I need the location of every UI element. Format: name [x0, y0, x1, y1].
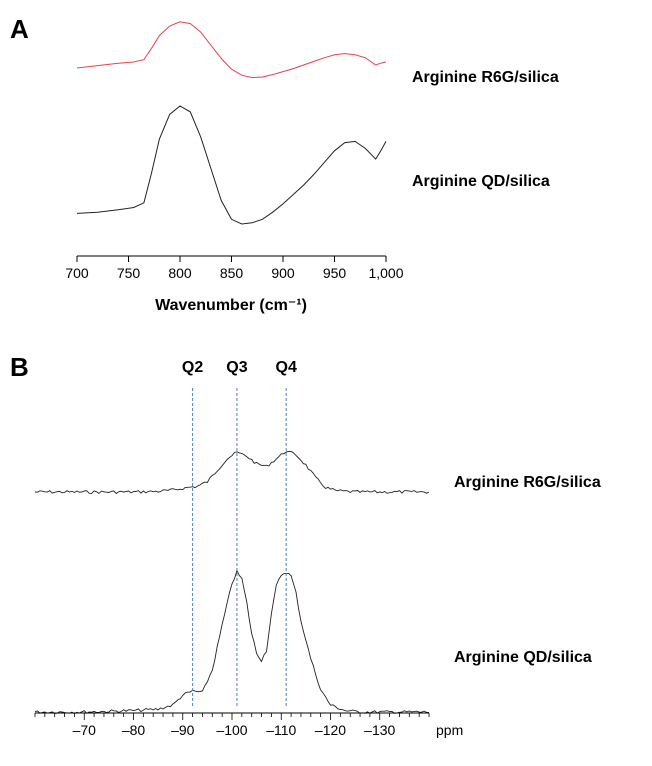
- panel-a-x-tick-label: 800: [168, 265, 192, 281]
- panel-a-series-label-r6g: Arginine R6G/silica: [412, 69, 559, 86]
- panel-a-x-tick-label: 750: [117, 265, 141, 281]
- panel-b-x-tick-label: –120: [315, 722, 346, 738]
- panel-b-x-tick-label: –90: [171, 722, 195, 738]
- panel-a-x-tick-label: 700: [65, 265, 89, 281]
- panel-a-x-axis-title: Wavenumber (cm⁻¹): [155, 297, 307, 314]
- panel-b-x-tick-label: –100: [216, 722, 247, 738]
- panel-b-reference-label-q3: Q3: [226, 359, 247, 376]
- panel-b-x-tick-label: –70: [73, 722, 97, 738]
- panel-b-x-axis-unit: ppm: [436, 722, 463, 738]
- panel-b-plot: Q2 Q3 Q4 –70 –80 –90 –100 –110 –120 –130 ppm: [34, 359, 463, 738]
- panel-a-x-tick-label: 950: [323, 265, 347, 281]
- panel-b-x-tick-label: –130: [364, 722, 395, 738]
- panel-a-x-tick-label: 1,000: [368, 265, 403, 281]
- panel-b-reference-label-q4: Q4: [276, 359, 297, 376]
- panel-b-series-label-r6g: Arginine R6G/silica: [454, 474, 601, 491]
- panel-a-x-tick-label: 850: [220, 265, 244, 281]
- panel-b-letter: B: [10, 352, 29, 382]
- panel-b-series-line-1: [34, 569, 430, 715]
- panel-b-series-line-0: [34, 450, 430, 495]
- panel-a-series-label-qd: Arginine QD/silica: [412, 173, 550, 190]
- panel-b-series-label-qd: Arginine QD/silica: [454, 649, 592, 666]
- panel-a-letter: A: [10, 14, 29, 44]
- panel-a-x-tick-label: 900: [271, 265, 295, 281]
- panel-b-x-tick-label: –110: [266, 722, 296, 738]
- panel-b-x-tick-label: –80: [122, 722, 146, 738]
- panel-a-series-line-1: [76, 105, 387, 225]
- panel-b-reference-label-q2: Q2: [182, 359, 203, 376]
- panel-a-series-line-0: [76, 21, 387, 79]
- panel-a-plot: 700 750 800 850 900 950 1,000: [65, 21, 404, 281]
